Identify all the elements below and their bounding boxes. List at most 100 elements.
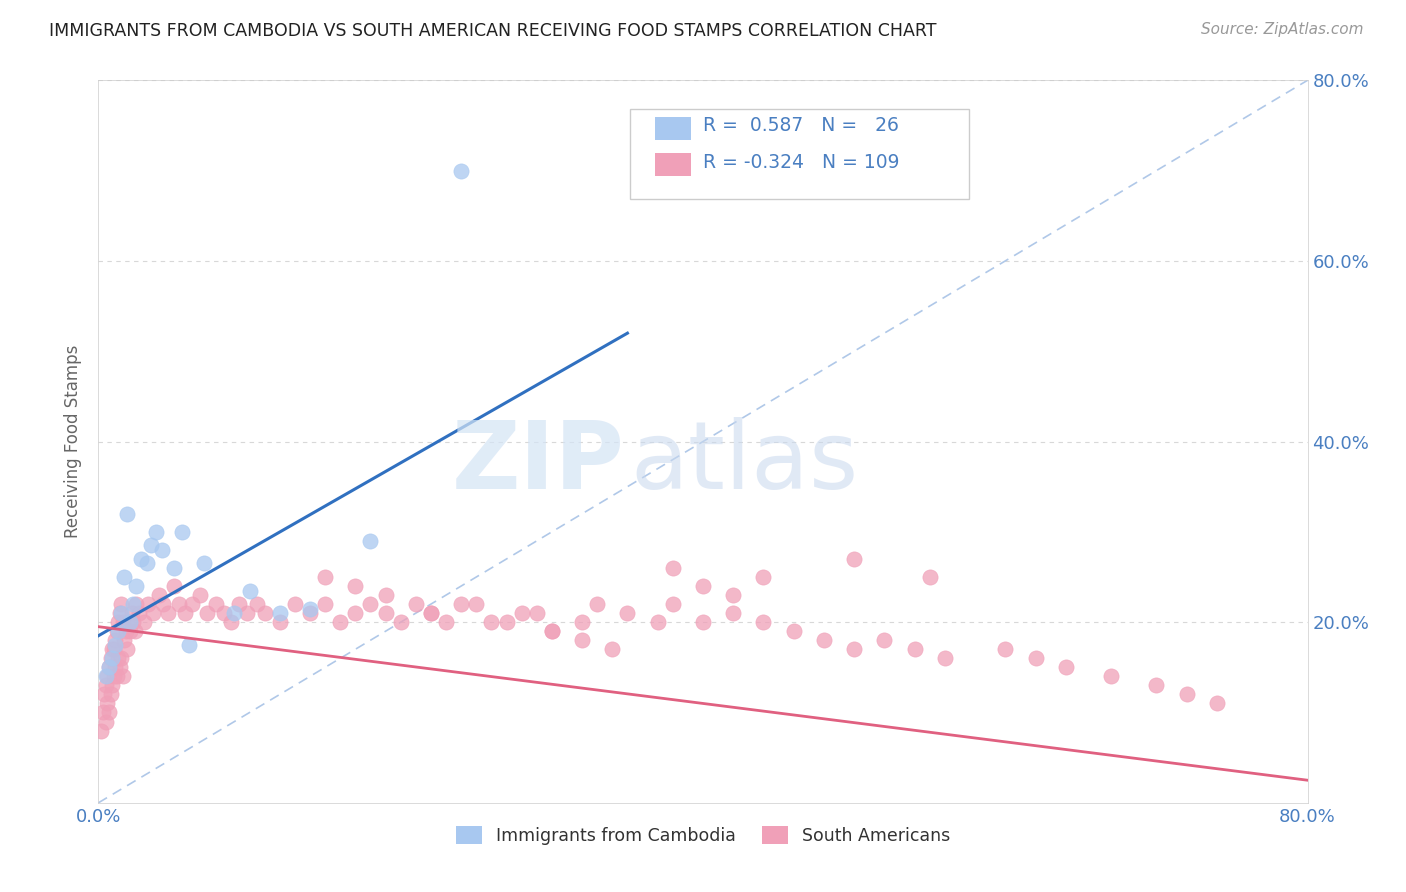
Point [101,642,124,657]
Point [205,597,228,611]
Point [602,642,624,657]
Point [221,615,243,630]
Point [692,615,714,630]
Point [329,615,352,630]
Point [167,597,190,611]
Point [105,624,128,639]
Point [1144,678,1167,692]
Point [136,597,159,611]
Point [374,588,396,602]
Point [129,552,152,566]
Point [104,660,127,674]
Point [115,642,138,657]
Point [163,579,186,593]
Point [616,606,638,620]
Point [344,606,367,620]
Point [110,651,132,665]
Point [93,687,115,701]
Point [239,583,262,598]
Point [107,651,129,665]
Point [495,615,517,630]
Point [141,538,163,552]
Point [1206,697,1229,711]
Point [661,561,683,575]
Text: IMMIGRANTS FROM CAMBODIA VS SOUTH AMERICAN RECEIVING FOOD STAMPS CORRELATION CHA: IMMIGRANTS FROM CAMBODIA VS SOUTH AMERIC… [49,22,936,40]
Point [434,615,457,630]
Point [540,624,562,639]
Point [105,669,128,683]
Point [450,597,472,611]
Point [314,570,336,584]
Point [246,597,269,611]
Legend: Immigrants from Cambodia, South Americans: Immigrants from Cambodia, South American… [449,819,957,852]
Point [526,606,548,620]
Point [98,706,121,720]
Point [844,552,866,566]
Point [904,642,927,657]
Point [152,597,174,611]
Point [1175,687,1198,701]
Point [228,597,250,611]
Point [96,697,118,711]
Point [193,557,215,571]
Point [181,597,204,611]
Y-axis label: Receiving Food Stamps: Receiving Food Stamps [65,345,83,538]
Point [103,642,125,657]
Point [723,588,745,602]
Point [481,615,503,630]
Point [752,615,775,630]
Point [100,651,122,665]
Point [1099,669,1122,683]
Point [1054,660,1077,674]
Point [420,606,443,620]
Point [173,606,195,620]
Point [111,615,134,630]
Point [314,597,336,611]
Point [148,588,170,602]
Point [269,606,291,620]
Point [420,606,443,620]
Point [135,557,157,571]
Point [752,570,775,584]
Point [111,669,134,683]
Point [125,597,148,611]
Point [121,606,143,620]
Point [344,579,367,593]
Point [120,624,142,639]
Point [90,723,112,738]
Point [1024,651,1046,665]
Point [450,163,472,178]
Point [195,606,218,620]
Point [692,579,714,593]
Point [108,606,131,620]
Point [94,669,117,683]
Point [98,660,121,674]
Point [188,588,211,602]
Point [115,507,138,521]
Point [122,615,145,630]
Point [374,606,396,620]
Point [994,642,1017,657]
Point [510,606,533,620]
Point [253,606,276,620]
Point [122,597,145,611]
Point [405,597,427,611]
Point [212,606,235,620]
Point [844,642,866,657]
Point [118,615,141,630]
Point [132,615,155,630]
Point [540,624,562,639]
Point [284,597,307,611]
Point [101,678,124,692]
Point [571,633,593,648]
Point [100,687,122,701]
Point [142,606,165,620]
Point [101,651,124,665]
Point [128,606,150,620]
Point [586,597,609,611]
Point [114,624,136,639]
Text: R = -0.324   N = 109: R = -0.324 N = 109 [703,153,900,171]
Point [150,542,173,557]
Point [98,660,121,674]
Point [104,638,127,652]
